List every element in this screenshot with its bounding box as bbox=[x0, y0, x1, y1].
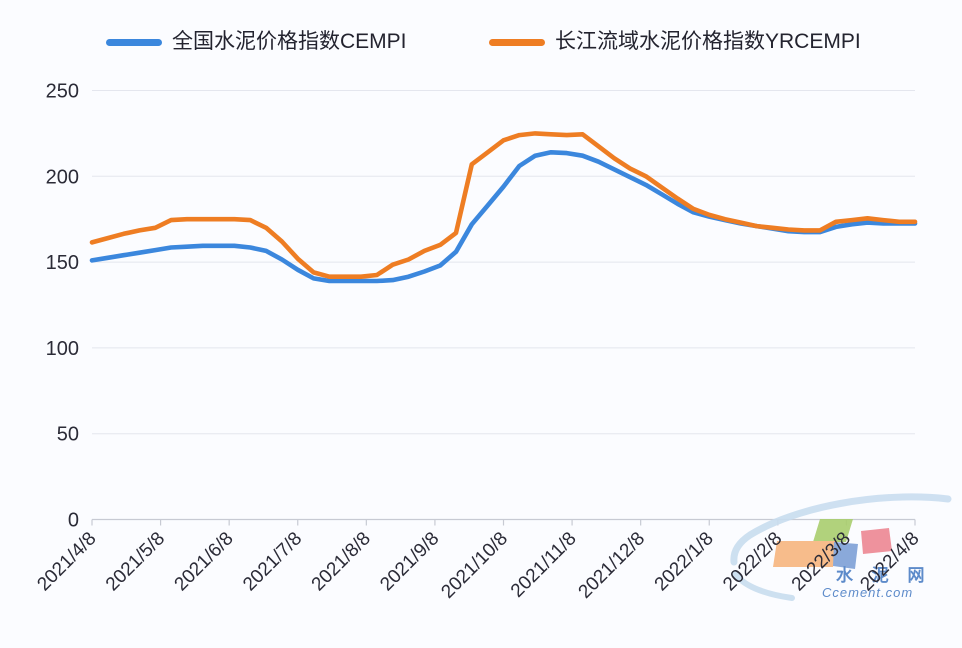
y-axis-labels-group: 0 50 100 150 200 250 bbox=[46, 81, 79, 532]
watermark-green-shape bbox=[813, 519, 853, 542]
x-axis-label: 2021/4/8 bbox=[33, 528, 100, 595]
gridlines-group bbox=[92, 90, 915, 521]
x-axis-label: 2021/12/8 bbox=[575, 528, 650, 603]
x-axis-label: 2021/10/8 bbox=[437, 528, 512, 603]
watermark-orange-shape bbox=[773, 541, 836, 567]
legend-item-yrcempi: 长江流域水泥价格指数YRCEMPI bbox=[489, 29, 861, 55]
y-axis-label: 50 bbox=[57, 424, 79, 446]
watermark-ccement-logo: 水 泥 网 Ccement.com bbox=[730, 493, 952, 601]
watermark-brand-name: 水 泥 网 bbox=[836, 565, 931, 585]
watermark-brand-url: Ccement.com bbox=[822, 585, 913, 600]
y-axis-label: 100 bbox=[46, 338, 79, 360]
watermark-swoosh-arc bbox=[730, 493, 952, 566]
watermark-red-shape bbox=[861, 528, 892, 554]
series-lines-group bbox=[89, 131, 918, 284]
y-axis-label: 200 bbox=[46, 166, 79, 188]
legend-swatch-yrcempi bbox=[489, 38, 545, 46]
x-axis-label: 2021/6/8 bbox=[171, 528, 238, 595]
series-line-yrcempi bbox=[89, 131, 918, 280]
x-axis-label: 2022/1/8 bbox=[651, 528, 718, 595]
y-axis-label: 0 bbox=[68, 510, 79, 532]
x-axis-label: 2021/11/8 bbox=[507, 528, 581, 602]
legend-swatch-cempi bbox=[106, 38, 162, 46]
x-axis-label: 2021/5/8 bbox=[102, 528, 169, 595]
legend-label-yrcempi: 长江流域水泥价格指数YRCEMPI bbox=[555, 30, 861, 53]
legend-item-cempi: 全国水泥价格指数CEMPI bbox=[106, 29, 407, 55]
legend-label-cempi: 全国水泥价格指数CEMPI bbox=[172, 30, 407, 53]
x-axis-ticks-group bbox=[91, 519, 916, 526]
y-axis-label: 250 bbox=[46, 81, 79, 103]
x-axis-label: 2021/7/8 bbox=[239, 528, 306, 595]
chart-legend: 全国水泥价格指数CEMPI 长江流域水泥价格指数YRCEMPI bbox=[0, 29, 962, 55]
y-axis-label: 150 bbox=[46, 252, 79, 274]
x-axis-label: 2021/9/8 bbox=[376, 528, 443, 595]
x-axis-label: 2021/8/8 bbox=[308, 528, 375, 595]
watermark-blue-shape bbox=[833, 542, 858, 569]
watermark-swoosh-arc-lower bbox=[732, 570, 795, 601]
